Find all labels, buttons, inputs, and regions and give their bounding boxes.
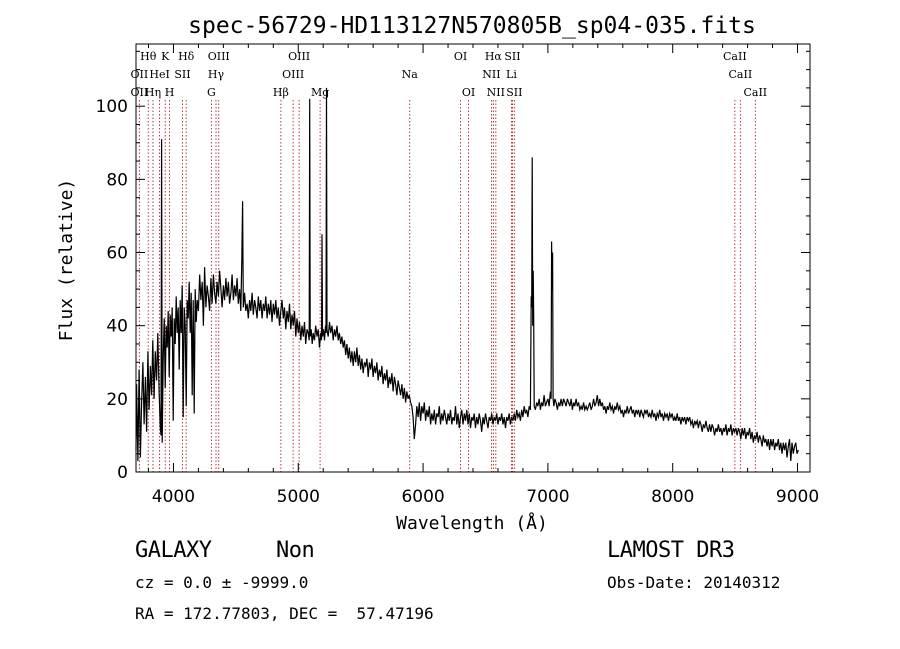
marker-label: Hγ: [208, 68, 225, 81]
subclass-label: Non: [276, 538, 315, 563]
marker-label: SII: [506, 86, 522, 99]
chart-title: spec-56729-HD113127N570805B_sp04-035.fit…: [188, 13, 756, 39]
marker-label: OIII: [208, 50, 230, 63]
x-tick-label: 6000: [401, 487, 444, 507]
marker-label: Hδ: [178, 50, 195, 63]
x-tick-label: 5000: [277, 487, 320, 507]
marker-label: OI: [454, 50, 467, 63]
marker-label: HeI: [149, 68, 169, 81]
survey-label: LAMOST DR3: [607, 538, 735, 563]
marker-label: OII: [131, 68, 149, 81]
x-tick-label: 7000: [526, 487, 569, 507]
marker-label: Na: [402, 68, 419, 81]
marker-label: K: [161, 50, 170, 63]
x-tick-label: 9000: [776, 487, 819, 507]
marker-label: OIII: [288, 50, 310, 63]
x-axis: 4000 5000 6000 7000 8000 9000: [147, 44, 819, 507]
marker-label: H: [165, 86, 175, 99]
marker-label: G: [207, 86, 216, 99]
y-tick-label: 80: [106, 170, 128, 190]
marker-label: SII: [174, 68, 190, 81]
marker-label: NII: [482, 68, 500, 81]
y-tick-label: 60: [106, 244, 128, 264]
line-marker-labels: OII OII Hθ Hη HeI K H Hδ SII OIII Hγ G Hβ OIII OIII Mg N…: [131, 50, 768, 99]
x-tick-label: 4000: [152, 487, 195, 507]
marker-label: Hη: [145, 86, 161, 99]
y-tick-label: 20: [106, 390, 128, 410]
obs-date: Obs-Date: 20140312: [607, 573, 781, 592]
marker-label: Mg: [311, 86, 329, 99]
marker-label: CaII: [743, 86, 767, 99]
marker-label: OIII: [282, 68, 304, 81]
marker-label: NII: [487, 86, 505, 99]
marker-label: OII: [131, 86, 149, 99]
y-tick-label: 100: [96, 97, 128, 117]
marker-label: CaII: [723, 50, 747, 63]
marker-label: Hβ: [273, 86, 289, 99]
plot-frame: [135, 43, 811, 473]
y-tick-label: 40: [106, 317, 128, 337]
redshift-line: cz = 0.0 ± -9999.0: [135, 573, 309, 592]
spectrum-line: [135, 87, 799, 462]
y-axis: 0 20 40 60 80 100: [96, 50, 810, 483]
marker-label: Li: [506, 68, 517, 81]
marker-label: OI: [462, 86, 475, 99]
marker-label: CaII: [729, 68, 753, 81]
y-tick-label: 0: [117, 463, 128, 483]
class-label: GALAXY: [135, 538, 212, 563]
y-axis-label: Flux (relative): [56, 179, 77, 342]
coords-line: RA = 172.77803, DEC = 57.47196: [135, 604, 434, 623]
x-tick-label: 8000: [651, 487, 694, 507]
marker-label: SII: [504, 50, 520, 63]
x-axis-label: Wavelength (Å): [396, 512, 548, 534]
marker-label: Hθ: [140, 50, 157, 63]
marker-label: Hα: [485, 50, 503, 63]
